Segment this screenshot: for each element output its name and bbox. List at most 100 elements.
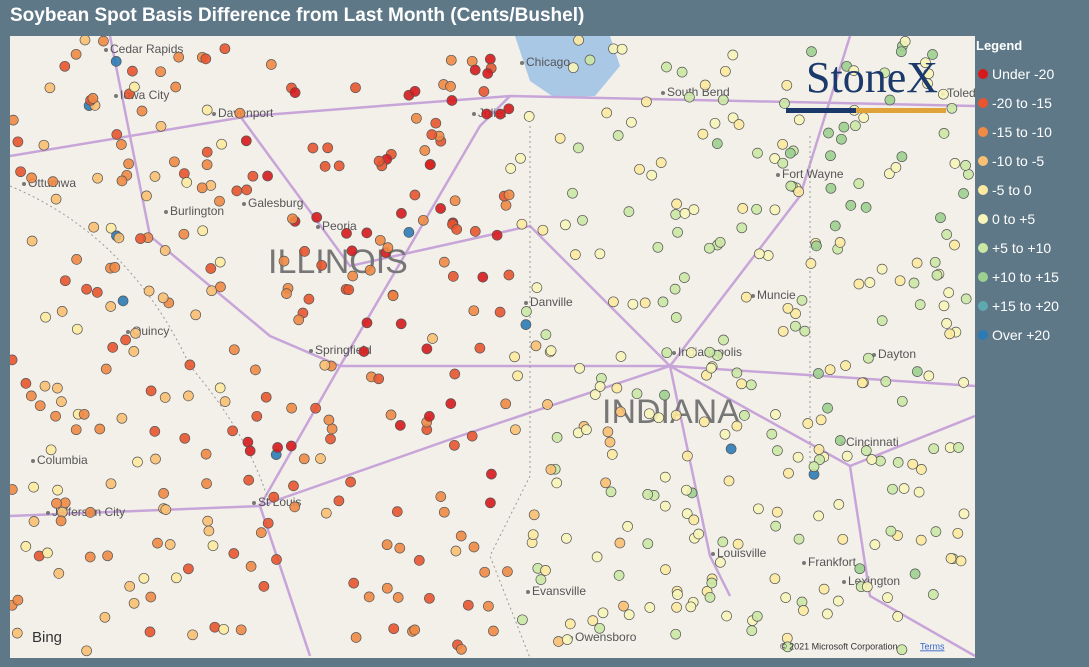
city-label: Toledo: [947, 86, 975, 100]
site-dot: [721, 610, 732, 622]
site-dot: [914, 299, 926, 310]
site-dot: [268, 491, 280, 503]
city-dot: [520, 61, 524, 65]
site-dot: [468, 541, 480, 553]
city-dot: [802, 561, 806, 565]
site-dot: [659, 500, 671, 512]
site-dot: [770, 409, 781, 420]
site-dot: [882, 592, 893, 603]
city-label: Peoria: [322, 219, 357, 233]
site-dot: [554, 132, 566, 144]
site-dot: [892, 611, 904, 622]
site-dot: [542, 399, 553, 410]
site-dot: [732, 538, 744, 550]
site-dot: [561, 634, 573, 645]
site-dot: [751, 610, 763, 622]
site-dot: [796, 294, 808, 306]
site-dot: [577, 214, 588, 226]
site-dot: [343, 284, 355, 296]
site-dot: [685, 601, 697, 613]
site-dot: [449, 439, 460, 451]
city-dot: [104, 48, 108, 52]
logo: StoneX: [806, 53, 938, 102]
city-label: Galesburg: [248, 196, 303, 210]
site-dot: [516, 218, 528, 230]
site-dot: [289, 87, 301, 98]
site-dot: [262, 170, 273, 182]
site-dot: [169, 156, 180, 168]
site-dot: [679, 272, 690, 283]
city-label: Davenport: [218, 106, 274, 120]
site-dot: [746, 625, 758, 636]
site-dot: [178, 228, 190, 240]
site-dot: [71, 323, 83, 335]
site-dot: [623, 609, 635, 621]
site-dot: [287, 213, 298, 225]
site-dot: [116, 175, 128, 187]
site-dot: [521, 306, 532, 317]
site-dot: [688, 204, 700, 215]
site-dot: [876, 315, 888, 326]
city-label: Burlington: [170, 204, 224, 218]
site-dot: [39, 380, 51, 392]
city-label: Lexington: [848, 574, 900, 588]
site-dot: [45, 444, 57, 456]
site-dot: [960, 293, 972, 305]
site-dot: [793, 114, 805, 126]
site-dot: [160, 504, 172, 515]
site-dot: [834, 237, 846, 248]
city-dot: [316, 225, 320, 229]
site-dot: [468, 305, 480, 317]
site-dot: [25, 390, 37, 402]
terms-link[interactable]: Terms: [920, 641, 945, 651]
site-dot: [858, 112, 870, 123]
site-dot: [848, 65, 860, 76]
site-dot: [315, 453, 326, 464]
site-dot: [205, 263, 217, 274]
site-dot: [606, 449, 618, 460]
site-dot: [136, 105, 148, 117]
site-dot: [856, 377, 868, 389]
legend-title: Legend: [976, 38, 1023, 53]
city-label: Owensboro: [575, 630, 637, 644]
site-dot: [931, 269, 943, 281]
site-dot: [364, 264, 376, 276]
site-dot: [200, 53, 212, 65]
site-dot: [157, 292, 169, 304]
site-dot: [833, 499, 845, 510]
site-dot: [214, 382, 226, 394]
site-dot: [187, 629, 198, 641]
site-dot: [944, 328, 956, 340]
site-dot: [469, 64, 481, 76]
site-dot: [915, 534, 927, 546]
site-dot: [53, 568, 65, 579]
site-dot: [206, 285, 218, 297]
site-dot: [745, 379, 757, 391]
city-label: Fort Wayne: [782, 167, 844, 181]
site-dot: [109, 262, 121, 273]
site-dot: [731, 420, 743, 432]
site-dot: [945, 553, 957, 564]
site-dot: [421, 343, 433, 355]
site-dot: [438, 256, 450, 268]
legend-swatch: [978, 97, 988, 108]
site-dot: [908, 277, 920, 289]
site-dot: [50, 193, 62, 205]
site-dot: [88, 221, 100, 233]
site-dot: [298, 453, 310, 465]
site-dot: [12, 136, 24, 148]
site-dot: [409, 624, 421, 636]
site-dot: [952, 527, 964, 539]
site-dot: [581, 424, 592, 436]
site-dot: [927, 49, 938, 60]
site-dot: [553, 636, 564, 647]
site-dot: [884, 168, 895, 180]
site-dot: [394, 420, 406, 431]
site-dot: [782, 641, 794, 653]
site-dot: [614, 537, 626, 549]
site-dot: [923, 370, 935, 382]
site-dot: [150, 453, 161, 465]
site-dot: [655, 157, 667, 168]
site-dot: [424, 411, 435, 422]
site-dot: [927, 589, 939, 600]
